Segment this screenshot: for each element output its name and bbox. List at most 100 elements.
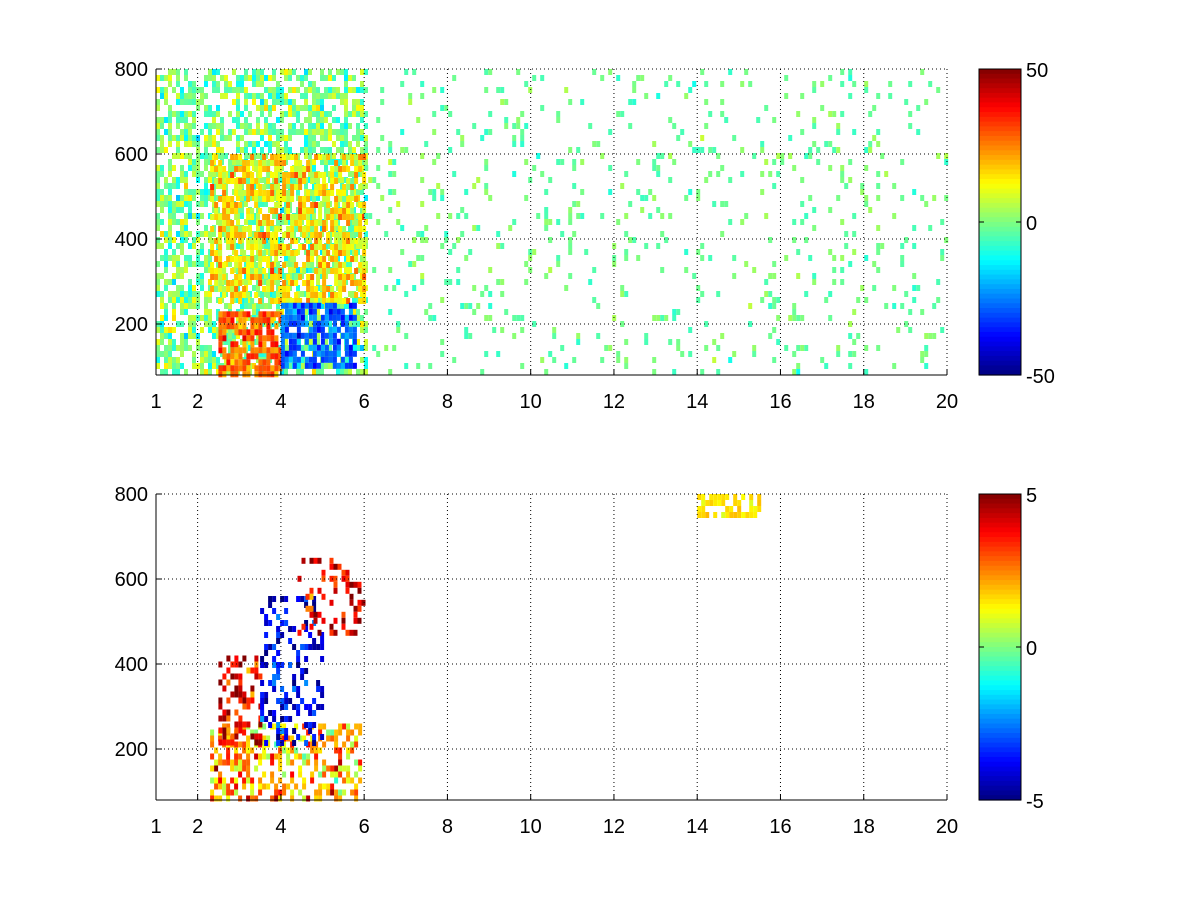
heatmap-cell bbox=[916, 129, 921, 135]
heatmap-cell bbox=[242, 347, 247, 354]
heatmap-cell bbox=[256, 213, 260, 219]
heatmap-cell bbox=[196, 213, 200, 219]
heatmap-cell bbox=[160, 219, 164, 225]
heatmap-cell bbox=[244, 75, 248, 81]
heatmap-cell bbox=[864, 201, 869, 207]
heatmap-cell bbox=[248, 111, 252, 117]
heatmap-cell bbox=[354, 196, 359, 202]
heatmap-cell bbox=[184, 303, 188, 309]
heatmap-cell bbox=[238, 256, 243, 262]
heatmap-cell bbox=[226, 679, 231, 686]
heatmap-cell bbox=[460, 207, 465, 213]
heatmap-cell bbox=[204, 141, 208, 147]
heatmap-cell bbox=[258, 262, 263, 268]
heatmap-cell bbox=[244, 129, 248, 135]
heatmap-cell bbox=[772, 303, 777, 309]
heatmap-cell bbox=[276, 722, 281, 728]
heatmap-cell bbox=[240, 75, 244, 81]
heatmap-cell bbox=[456, 279, 461, 285]
heatmap-cell bbox=[876, 195, 881, 201]
heatmap-cell bbox=[364, 339, 368, 345]
heatmap-cell bbox=[260, 135, 264, 141]
heatmap-cell bbox=[338, 250, 343, 256]
heatmap-cell bbox=[204, 183, 208, 189]
heatmap-cell bbox=[292, 302, 297, 309]
heatmap-cell bbox=[180, 333, 184, 339]
heatmap-cell bbox=[216, 219, 220, 225]
heatmap-cell bbox=[320, 332, 325, 339]
heatmap-cell bbox=[338, 196, 343, 202]
heatmap-cell bbox=[160, 369, 164, 375]
heatmap-cell bbox=[192, 93, 196, 99]
heatmap-cell bbox=[288, 302, 293, 309]
heatmap-cell bbox=[336, 171, 340, 177]
heatmap-cell bbox=[176, 81, 180, 87]
heatmap-cell bbox=[164, 279, 168, 285]
heatmap-cell bbox=[733, 512, 738, 518]
heatmap-cell bbox=[268, 243, 272, 249]
heatmap-cell bbox=[204, 315, 208, 321]
heatmap-cell bbox=[332, 314, 337, 321]
heatmap-cell bbox=[224, 237, 228, 243]
heatmap-cell bbox=[596, 333, 601, 339]
heatmap-cell bbox=[496, 243, 501, 249]
heatmap-cell bbox=[664, 315, 669, 321]
heatmap-cell bbox=[338, 190, 343, 196]
heatmap-cell bbox=[920, 309, 925, 315]
heatmap-cell bbox=[242, 323, 247, 330]
heatmap-cell bbox=[872, 285, 877, 291]
heatmap-cell bbox=[304, 722, 309, 728]
heatmap-cell bbox=[512, 315, 517, 321]
colorbar-segment bbox=[979, 164, 1021, 171]
heatmap-cell bbox=[338, 723, 343, 730]
heatmap-cell bbox=[168, 243, 172, 249]
heatmap-cell bbox=[744, 69, 749, 75]
heatmap-cell bbox=[244, 201, 248, 207]
heatmap-cell bbox=[352, 195, 356, 201]
heatmap-cell bbox=[616, 351, 621, 357]
heatmap-cell bbox=[172, 135, 176, 141]
heatmap-cell bbox=[238, 154, 243, 160]
heatmap-cell bbox=[224, 81, 228, 87]
heatmap-cell bbox=[258, 196, 263, 202]
heatmap-cell bbox=[332, 129, 336, 135]
heatmap-cell bbox=[344, 129, 348, 135]
heatmap-cell bbox=[290, 184, 295, 190]
heatmap-cell bbox=[352, 111, 356, 117]
heatmap-cell bbox=[496, 351, 501, 357]
heatmap-cell bbox=[304, 620, 309, 626]
heatmap-cell bbox=[160, 147, 164, 153]
heatmap-cell bbox=[160, 171, 164, 177]
heatmap-cell bbox=[753, 512, 758, 518]
heatmap-cell bbox=[329, 563, 334, 570]
heatmap-cell bbox=[334, 208, 339, 214]
heatmap-cell bbox=[168, 327, 172, 333]
heatmap-cell bbox=[336, 344, 341, 351]
heatmap-cell bbox=[238, 685, 243, 692]
heatmap-cell bbox=[352, 326, 357, 333]
heatmap-cell bbox=[318, 747, 323, 754]
heatmap-cell bbox=[282, 250, 287, 256]
heatmap-cell bbox=[278, 166, 283, 172]
heatmap-cell bbox=[330, 208, 335, 214]
heatmap-cell bbox=[344, 267, 348, 273]
heatmap-cell bbox=[168, 345, 172, 351]
heatmap-cell bbox=[286, 753, 291, 760]
heatmap-cell bbox=[164, 249, 168, 255]
heatmap-cell bbox=[228, 345, 232, 351]
heatmap-cell bbox=[721, 500, 726, 506]
heatmap-cell bbox=[729, 506, 734, 512]
heatmap-cell bbox=[568, 99, 573, 105]
heatmap-cell bbox=[156, 213, 160, 219]
heatmap-cell bbox=[218, 311, 223, 318]
heatmap-cell bbox=[712, 357, 717, 363]
heatmap-cell bbox=[760, 147, 765, 153]
heatmap-cell bbox=[234, 286, 239, 292]
heatmap-cell bbox=[532, 165, 537, 171]
heatmap-cell bbox=[156, 339, 160, 345]
heatmap-cell bbox=[330, 220, 335, 226]
heatmap-cell bbox=[632, 99, 637, 105]
heatmap-cell bbox=[334, 220, 339, 226]
heatmap-cell bbox=[288, 129, 292, 135]
heatmap-cell bbox=[254, 739, 259, 746]
